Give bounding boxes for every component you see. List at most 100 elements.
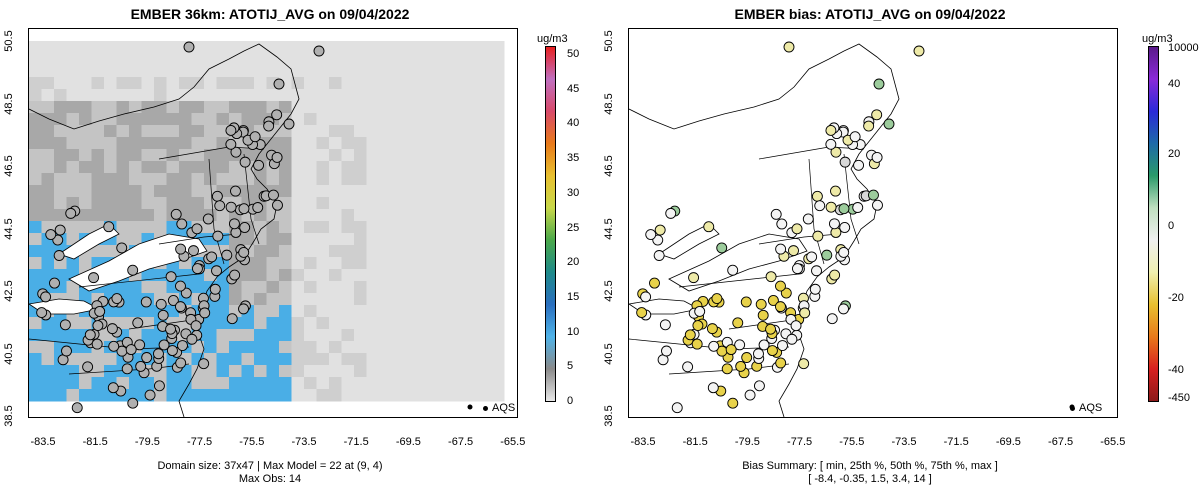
grid-cell [491,77,505,90]
grid-cell [191,209,205,222]
grid-cell [391,149,405,162]
colorbar-label: -40 [1168,364,1184,376]
grid-cell [129,53,142,66]
grid-cell [366,149,380,162]
grid-cell [291,257,305,270]
grid-cell [354,173,367,186]
grid-cell [391,77,405,90]
grid-cell [416,161,430,174]
coastline [629,43,900,417]
grid-cell [54,125,67,138]
grid-cell [291,113,305,126]
grid-cell [454,65,467,78]
grid-cell [316,233,330,246]
grid-cell [116,77,130,90]
grid-cell [466,149,480,162]
obs-station [165,323,177,335]
grid-cell [454,77,467,90]
grid-cell [279,137,292,150]
grid-cell [41,173,55,186]
grid-cell [279,101,292,114]
grid-cell [379,245,392,258]
grid-cell [29,77,42,90]
grid-cell [291,41,305,54]
grid-cell [254,281,267,294]
bias-station [703,221,715,233]
grid-cell [254,221,267,234]
grid-cell [204,149,217,162]
grid-cell [29,329,42,342]
grid-cell [229,389,242,402]
grid-cell [116,161,130,174]
grid-cell [479,377,492,390]
grid-cell [441,281,455,294]
grid-cell [141,185,155,198]
grid-cell [104,185,117,198]
grid-cell [416,221,430,234]
obs-station [49,277,60,289]
grid-cell [154,125,167,138]
grid-cell [166,137,180,150]
grid-cell [441,389,455,402]
grid-cell [204,101,217,114]
grid-cell [479,125,492,138]
grid-cell [216,41,230,54]
bias-station [711,293,723,304]
bias-station [863,120,875,132]
grid-cell [479,317,492,330]
bias-station [721,363,733,375]
grid-cell [379,377,392,390]
grid-cell [416,257,430,270]
grid-cell [266,137,280,150]
y-tick-label: 42.5 [603,280,615,302]
grid-cell [154,173,167,186]
grid-cell [354,185,367,198]
grid-cell [166,89,180,102]
grid-cell [79,65,92,78]
grid-cell [416,293,430,306]
grid-cell [391,185,405,198]
bias-station [645,229,657,241]
grid-cell [429,353,442,366]
grid-cell [379,317,392,330]
grid-cell [129,125,142,138]
grid-cell [366,233,380,246]
grid-cell [91,125,105,138]
grid-cell [329,53,342,66]
grid-cell [304,245,317,258]
y-tick-label: 48.5 [603,92,615,115]
obs-station [225,125,237,136]
grid-cell [241,329,255,342]
obs-station [221,249,233,261]
grid-cell [316,353,330,366]
bias-station [757,309,769,321]
bias-station [825,138,837,150]
grid-cell [229,113,242,126]
grid-cell [104,101,117,114]
grid-cell [379,329,392,342]
grid-cell [279,173,292,186]
grid-cell [141,125,155,138]
grid-cell [491,149,505,162]
obs-station [176,218,188,230]
grid-cell [191,149,205,162]
grid-cell [341,269,355,282]
grid-cell [491,245,505,258]
grid-cell [429,197,442,210]
obs-station [153,380,165,392]
grid-cell [341,149,355,162]
x-tick-label: -79.5 [134,436,160,448]
grid-cell [441,305,455,318]
grid-cell [466,89,480,102]
grid-cell [404,365,417,378]
bias-station [821,249,833,261]
bias-station [665,207,677,219]
grid-cell [54,53,67,66]
grid-cell [379,77,392,90]
grid-cell [41,161,55,174]
grid-cell [391,197,405,210]
grid-cell [491,137,505,150]
grid-cell [166,113,180,126]
grid-cell [404,185,417,198]
grid-cell [291,221,305,234]
